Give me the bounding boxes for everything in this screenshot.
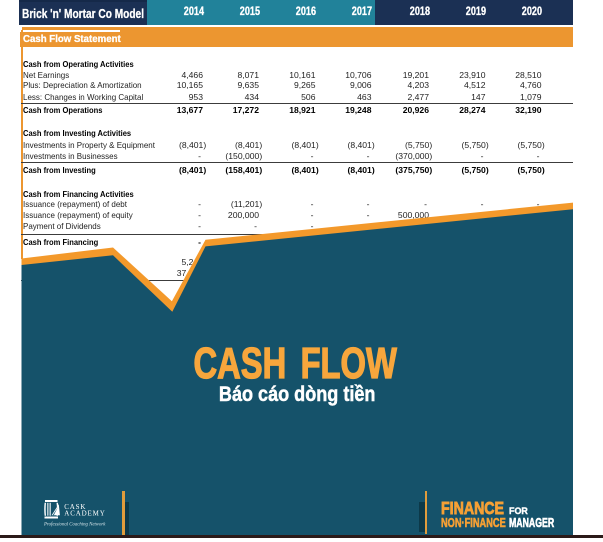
svg-text:CASK: CASK <box>64 503 86 511</box>
svg-text:ACADEMY: ACADEMY <box>64 510 105 518</box>
svg-text:Professional Coaching Network: Professional Coaching Network <box>43 522 106 527</box>
